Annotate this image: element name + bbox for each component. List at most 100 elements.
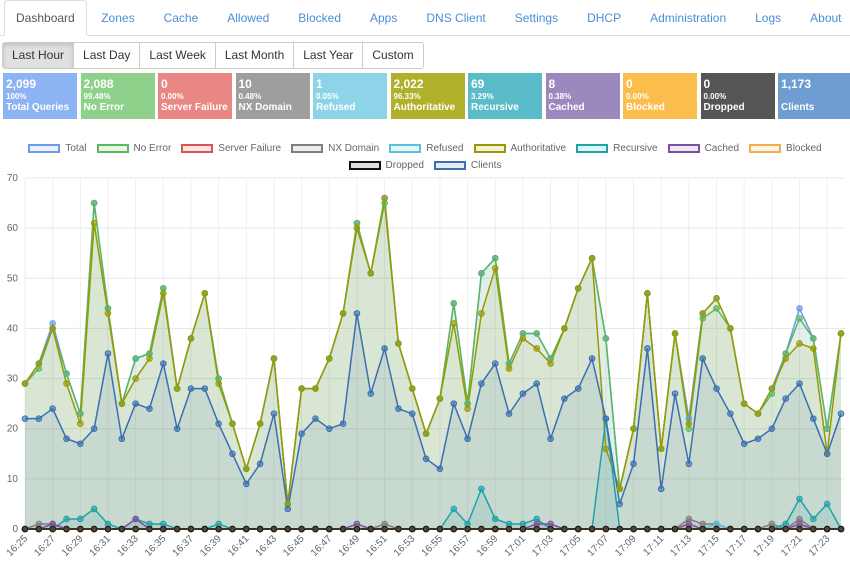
tab[interactable]: Logs (755, 11, 782, 25)
data-point (782, 395, 789, 402)
data-point (533, 380, 541, 387)
y-tick-label: 70 (7, 173, 19, 184)
tab[interactable]: Zones (101, 11, 135, 25)
data-point (146, 355, 153, 362)
legend-label: Recursive (613, 143, 658, 154)
data-point (90, 425, 98, 433)
data-point (256, 525, 264, 533)
stat-card: 1,173 Clients (778, 73, 850, 119)
card-label: Cached (548, 102, 585, 113)
range-button[interactable]: Last Hour (2, 42, 75, 69)
legend-item[interactable]: Total (28, 142, 87, 155)
data-point (21, 415, 29, 422)
card-percent: 0.48% (238, 92, 262, 101)
data-point (823, 425, 831, 433)
card-value: 0 (703, 77, 711, 91)
data-point (339, 525, 347, 533)
data-point (160, 360, 167, 367)
data-point (353, 224, 361, 232)
legend-item[interactable]: Cached (667, 142, 739, 155)
tab[interactable]: DNS Client (426, 11, 486, 25)
legend-item[interactable]: Clients (433, 159, 501, 172)
data-point (823, 500, 831, 508)
x-tick-label: 16:59 (475, 533, 501, 559)
tab[interactable]: Administration (650, 11, 727, 25)
data-point (146, 405, 153, 412)
data-point (173, 525, 181, 533)
card-percent: 0.05% (316, 92, 339, 101)
legend-label: NX Domain (328, 143, 380, 154)
data-point (768, 525, 776, 533)
data-point (727, 525, 734, 533)
range-button[interactable]: Last Day (73, 42, 141, 69)
x-tick-label: 16:55 (420, 533, 446, 559)
data-point (450, 505, 458, 513)
legend-item[interactable]: Server Failure (181, 142, 281, 155)
y-tick-label: 10 (7, 474, 19, 485)
data-point (270, 355, 278, 362)
range-button[interactable]: Last Week (139, 42, 216, 69)
legend-swatch (576, 144, 609, 153)
data-point (353, 525, 361, 533)
tab[interactable]: Dashboard (4, 0, 87, 36)
legend-item[interactable]: Authoritative (473, 142, 566, 155)
data-point (699, 355, 706, 362)
data-point (229, 450, 236, 458)
data-point (561, 525, 568, 533)
data-point (616, 500, 624, 508)
legend-item[interactable]: Dropped (348, 159, 424, 172)
stat-cards: 2,099 100% Total Queries 2,088 99.48% No Erro… (3, 73, 850, 119)
card-label: Authoritative (393, 102, 456, 113)
legend-item[interactable]: Refused (389, 142, 464, 155)
legend-label: No Error (133, 143, 172, 154)
data-point (602, 525, 610, 533)
tab[interactable]: DHCP (587, 11, 622, 25)
legend-item[interactable]: Recursive (576, 142, 658, 155)
data-point (823, 450, 831, 458)
data-point (478, 525, 485, 533)
range-button[interactable]: Last Month (214, 42, 295, 69)
data-point (312, 385, 319, 392)
data-point (671, 390, 679, 397)
legend-label: Refused (426, 143, 464, 154)
stat-card: 10 0.48% NX Domain (235, 73, 310, 119)
x-tick-label: 16:25 (5, 533, 31, 559)
y-tick-label: 60 (7, 223, 19, 234)
x-tick-label: 17:15 (696, 533, 722, 559)
data-point (768, 425, 776, 433)
card-label: No Error (83, 102, 125, 113)
data-point (132, 400, 139, 407)
legend-item[interactable]: NX Domain (291, 142, 379, 155)
tab[interactable]: Cache (163, 11, 199, 25)
card-value: 0 (161, 77, 168, 91)
data-point (671, 330, 679, 337)
data-point (104, 350, 112, 357)
x-tick-label: 16:39 (198, 533, 224, 559)
data-point (505, 365, 513, 372)
x-tick-label: 16:51 (364, 533, 390, 559)
data-point (422, 525, 430, 533)
tab[interactable]: Apps (370, 11, 398, 25)
tab[interactable]: Blocked (298, 11, 341, 25)
data-point (713, 305, 720, 312)
tab[interactable]: Allowed (227, 11, 270, 25)
legend-swatch (473, 144, 506, 153)
tab[interactable]: About (810, 11, 842, 25)
range-button[interactable]: Custom (362, 42, 424, 69)
card-value: 8 (548, 77, 556, 91)
data-point (118, 400, 126, 407)
legend-label: Blocked (786, 143, 822, 154)
series-area (25, 313, 841, 529)
tab[interactable]: Settings (514, 11, 559, 25)
data-point (49, 525, 56, 533)
data-point (464, 435, 471, 443)
data-point (395, 525, 402, 533)
legend-item[interactable]: Blocked (749, 142, 822, 155)
data-point (630, 425, 637, 433)
legend-swatch (749, 144, 782, 153)
x-tick-label: 16:41 (226, 533, 252, 559)
range-button[interactable]: Last Year (293, 42, 364, 69)
data-point (63, 525, 70, 533)
legend-item[interactable]: No Error (96, 142, 172, 155)
legend-swatch (433, 161, 466, 170)
